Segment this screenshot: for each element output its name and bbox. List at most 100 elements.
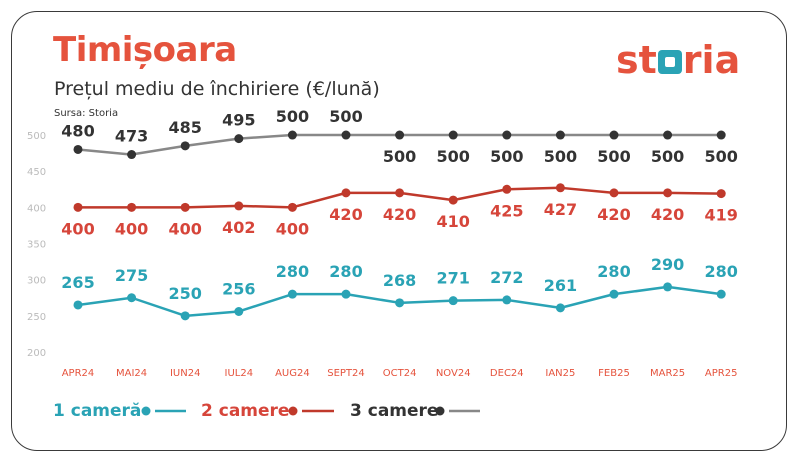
data-point (127, 150, 137, 160)
y-tick-label: 200 (27, 348, 46, 359)
data-label: 290 (651, 255, 684, 274)
data-point (395, 130, 405, 140)
data-label: 250 (168, 284, 201, 303)
data-label: 400 (276, 219, 309, 238)
data-point (609, 289, 619, 299)
y-tick-label: 300 (27, 276, 46, 287)
data-point (502, 130, 512, 140)
data-point (234, 306, 244, 316)
legend-label: 2 camere (201, 401, 289, 421)
x-tick-label: IAN25 (545, 368, 575, 379)
data-label: 280 (329, 262, 362, 281)
data-label: 500 (329, 107, 362, 126)
y-tick-label: 400 (27, 203, 46, 214)
data-point (73, 300, 83, 310)
data-point (180, 311, 190, 321)
data-point (234, 134, 244, 144)
data-point (395, 298, 405, 308)
data-point (341, 130, 351, 140)
data-point (663, 188, 673, 198)
data-point (448, 296, 458, 306)
data-label: 500 (704, 147, 737, 166)
data-point (448, 130, 458, 140)
y-tick-label: 500 (27, 131, 46, 142)
data-label: 280 (704, 262, 737, 281)
data-point (234, 201, 244, 211)
logo-text-right: ria (682, 38, 741, 82)
data-point (341, 188, 351, 198)
data-label: 256 (222, 279, 255, 298)
chart-source: Sursa: Storia (54, 108, 119, 119)
data-label: 485 (168, 118, 201, 137)
data-label: 420 (329, 205, 362, 224)
data-point (287, 289, 297, 299)
legend-marker (288, 406, 298, 416)
chart-card (11, 11, 787, 451)
y-tick-label: 350 (27, 240, 46, 251)
data-label: 280 (276, 262, 309, 281)
data-label: 261 (544, 276, 577, 295)
x-tick-label: APR25 (705, 368, 738, 379)
x-tick-label: IUL24 (225, 368, 254, 379)
legend-label: 3 camere (350, 401, 438, 421)
data-point (287, 130, 297, 140)
x-tick-label: DEC24 (490, 368, 524, 379)
data-label: 419 (704, 206, 737, 225)
data-label: 500 (544, 147, 577, 166)
data-point (716, 189, 726, 199)
data-label: 500 (436, 147, 469, 166)
y-tick-label: 250 (27, 312, 46, 323)
x-tick-label: APR24 (62, 368, 95, 379)
data-label: 400 (61, 219, 94, 238)
data-point (555, 130, 565, 140)
x-tick-label: OCT24 (383, 368, 417, 379)
data-label: 400 (115, 219, 148, 238)
data-point (609, 188, 619, 198)
data-label: 420 (597, 205, 630, 224)
data-point (127, 293, 137, 303)
data-point (663, 130, 673, 140)
legend-marker (141, 406, 151, 416)
data-label: 271 (436, 269, 469, 288)
x-tick-label: SEPT24 (327, 368, 365, 379)
x-tick-label: FEB25 (598, 368, 630, 379)
data-point (555, 183, 565, 193)
y-tick-label: 450 (27, 167, 46, 178)
data-label: 495 (222, 111, 255, 130)
data-point (663, 282, 673, 292)
x-tick-label: NOV24 (436, 368, 471, 379)
data-label: 265 (61, 273, 94, 292)
x-tick-label: AUG24 (275, 368, 310, 379)
data-point (448, 195, 458, 205)
data-label: 272 (490, 268, 523, 287)
data-point (287, 202, 297, 212)
data-point (609, 130, 619, 140)
data-label: 420 (383, 205, 416, 224)
data-point (180, 141, 190, 151)
data-label: 480 (61, 121, 94, 140)
data-point (73, 202, 83, 212)
data-point (502, 184, 512, 194)
data-point (395, 188, 405, 198)
logo-text-left: st (616, 38, 657, 82)
data-label: 473 (115, 127, 148, 146)
data-point (502, 295, 512, 305)
data-label: 410 (436, 212, 469, 231)
chart-title: Timișoara (53, 30, 237, 70)
x-tick-label: MAR25 (650, 368, 685, 379)
x-tick-label: MAI24 (116, 368, 147, 379)
data-label: 425 (490, 201, 523, 220)
data-label: 427 (544, 200, 577, 219)
data-label: 500 (651, 147, 684, 166)
data-point (73, 144, 83, 154)
legend-marker (435, 406, 445, 416)
data-label: 420 (651, 205, 684, 224)
legend-label: 1 cameră (53, 401, 141, 421)
data-label: 500 (383, 147, 416, 166)
data-point (716, 130, 726, 140)
data-label: 500 (490, 147, 523, 166)
logo-o-icon (657, 50, 682, 74)
data-point (555, 303, 565, 313)
data-label: 500 (276, 107, 309, 126)
